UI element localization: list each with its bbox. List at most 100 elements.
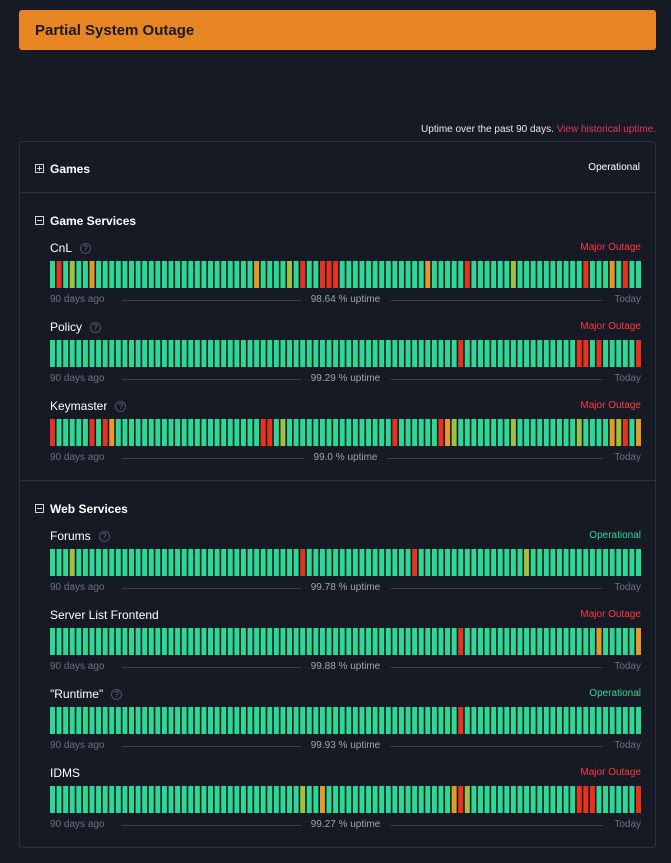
- uptime-day-bar-operational[interactable]: [300, 707, 306, 734]
- uptime-day-bar-operational[interactable]: [69, 419, 75, 446]
- uptime-day-bar-operational[interactable]: [431, 786, 437, 813]
- uptime-day-bar-operational[interactable]: [616, 628, 622, 655]
- uptime-day-bar-operational[interactable]: [129, 628, 134, 655]
- uptime-day-bar-operational[interactable]: [359, 261, 365, 288]
- uptime-day-bar-operational[interactable]: [359, 786, 365, 813]
- uptime-day-bar-operational[interactable]: [405, 261, 411, 288]
- uptime-day-bar-operational[interactable]: [484, 419, 490, 446]
- uptime-day-bar-operational[interactable]: [267, 549, 273, 576]
- uptime-day-bar-operational[interactable]: [306, 419, 312, 446]
- uptime-day-bar-operational[interactable]: [63, 628, 69, 655]
- uptime-day-bar-major[interactable]: [636, 340, 641, 367]
- uptime-day-bar-operational[interactable]: [589, 549, 595, 576]
- uptime-day-bar-operational[interactable]: [168, 261, 174, 288]
- uptime-day-bar-operational[interactable]: [603, 628, 609, 655]
- uptime-day-bar-operational[interactable]: [161, 549, 167, 576]
- uptime-day-bar-operational[interactable]: [412, 628, 418, 655]
- uptime-day-bar-operational[interactable]: [603, 707, 609, 734]
- uptime-day-bar-operational[interactable]: [300, 628, 306, 655]
- expand-icon[interactable]: [35, 164, 44, 173]
- uptime-day-bar-operational[interactable]: [109, 628, 115, 655]
- uptime-day-bar-operational[interactable]: [517, 549, 523, 576]
- uptime-day-bar-operational[interactable]: [504, 419, 510, 446]
- uptime-day-bar-operational[interactable]: [398, 340, 404, 367]
- uptime-day-bar-operational[interactable]: [313, 549, 319, 576]
- uptime-day-bar-operational[interactable]: [161, 419, 167, 446]
- uptime-day-bar-operational[interactable]: [254, 786, 260, 813]
- uptime-day-bar-major[interactable]: [458, 707, 464, 734]
- uptime-day-bar-operational[interactable]: [418, 786, 424, 813]
- uptime-day-bar-operational[interactable]: [326, 707, 332, 734]
- uptime-day-bar-degraded[interactable]: [425, 261, 431, 288]
- uptime-day-bar-operational[interactable]: [280, 261, 286, 288]
- uptime-day-bar-operational[interactable]: [366, 707, 372, 734]
- uptime-day-bar-operational[interactable]: [412, 261, 418, 288]
- uptime-day-bar-major[interactable]: [464, 261, 470, 288]
- uptime-day-bar-operational[interactable]: [346, 628, 352, 655]
- uptime-day-bar-operational[interactable]: [550, 786, 556, 813]
- uptime-day-bar-operational[interactable]: [366, 786, 372, 813]
- uptime-day-bar-operational[interactable]: [622, 340, 628, 367]
- uptime-day-bar-operational[interactable]: [56, 786, 62, 813]
- uptime-day-bar-operational[interactable]: [221, 419, 227, 446]
- uptime-day-bar-operational[interactable]: [319, 628, 325, 655]
- uptime-day-bar-major[interactable]: [333, 261, 339, 288]
- uptime-day-bar-operational[interactable]: [135, 628, 141, 655]
- uptime-day-bar-operational[interactable]: [273, 340, 279, 367]
- uptime-day-bar-operational[interactable]: [115, 340, 121, 367]
- uptime-day-bar-operational[interactable]: [319, 419, 325, 446]
- uptime-day-bar-operational[interactable]: [385, 707, 391, 734]
- uptime-day-bar-operational[interactable]: [273, 549, 279, 576]
- uptime-day-bar-operational[interactable]: [326, 786, 332, 813]
- uptime-day-bar-operational[interactable]: [102, 549, 108, 576]
- uptime-day-bar-operational[interactable]: [398, 786, 404, 813]
- uptime-day-bar-operational[interactable]: [589, 340, 595, 367]
- uptime-day-bar-operational[interactable]: [194, 549, 200, 576]
- uptime-day-bar-degraded[interactable]: [636, 628, 641, 655]
- uptime-day-bar-operational[interactable]: [398, 419, 404, 446]
- uptime-day-bar-operational[interactable]: [76, 707, 82, 734]
- uptime-day-bar-operational[interactable]: [352, 628, 358, 655]
- uptime-day-bar-operational[interactable]: [629, 419, 635, 446]
- uptime-day-bar-operational[interactable]: [201, 419, 207, 446]
- uptime-day-bar-operational[interactable]: [82, 549, 88, 576]
- uptime-day-bar-operational[interactable]: [63, 549, 69, 576]
- uptime-day-bar-operational[interactable]: [161, 261, 167, 288]
- uptime-day-bar-operational[interactable]: [82, 707, 88, 734]
- uptime-day-bar-operational[interactable]: [247, 786, 253, 813]
- uptime-day-bar-operational[interactable]: [339, 419, 345, 446]
- uptime-day-bar-operational[interactable]: [280, 549, 286, 576]
- uptime-day-bar-operational[interactable]: [563, 628, 569, 655]
- uptime-day-bar-operational[interactable]: [537, 340, 543, 367]
- uptime-day-bar-operational[interactable]: [346, 786, 352, 813]
- uptime-day-bar-operational[interactable]: [372, 261, 378, 288]
- uptime-day-bar-operational[interactable]: [155, 549, 161, 576]
- uptime-day-bar-major[interactable]: [576, 786, 582, 813]
- uptime-day-bar-operational[interactable]: [102, 707, 108, 734]
- uptime-day-bar-operational[interactable]: [260, 340, 266, 367]
- uptime-day-bar-operational[interactable]: [563, 549, 569, 576]
- uptime-day-bar-operational[interactable]: [563, 707, 569, 734]
- uptime-day-bar-operational[interactable]: [471, 549, 477, 576]
- uptime-day-bar-operational[interactable]: [188, 628, 194, 655]
- uptime-day-bar-operational[interactable]: [135, 261, 141, 288]
- uptime-day-bar-operational[interactable]: [142, 707, 148, 734]
- uptime-day-bar-operational[interactable]: [76, 340, 82, 367]
- uptime-day-bar-major[interactable]: [326, 261, 332, 288]
- uptime-day-bar-operational[interactable]: [306, 628, 312, 655]
- uptime-day-bar-partial[interactable]: [300, 786, 306, 813]
- uptime-day-bar-operational[interactable]: [352, 549, 358, 576]
- uptime-day-bar-operational[interactable]: [636, 261, 641, 288]
- uptime-day-bar-operational[interactable]: [431, 340, 437, 367]
- uptime-day-bar-operational[interactable]: [484, 340, 490, 367]
- uptime-day-bar-operational[interactable]: [445, 549, 451, 576]
- help-icon[interactable]: ?: [90, 321, 102, 333]
- uptime-day-bar-operational[interactable]: [240, 419, 246, 446]
- uptime-day-bar-operational[interactable]: [122, 628, 128, 655]
- uptime-day-bar-operational[interactable]: [543, 549, 549, 576]
- uptime-day-bar-operational[interactable]: [247, 419, 253, 446]
- uptime-day-bar-operational[interactable]: [352, 419, 358, 446]
- uptime-day-bar-operational[interactable]: [63, 261, 69, 288]
- uptime-day-bar-partial[interactable]: [510, 261, 516, 288]
- uptime-day-bar-operational[interactable]: [300, 340, 306, 367]
